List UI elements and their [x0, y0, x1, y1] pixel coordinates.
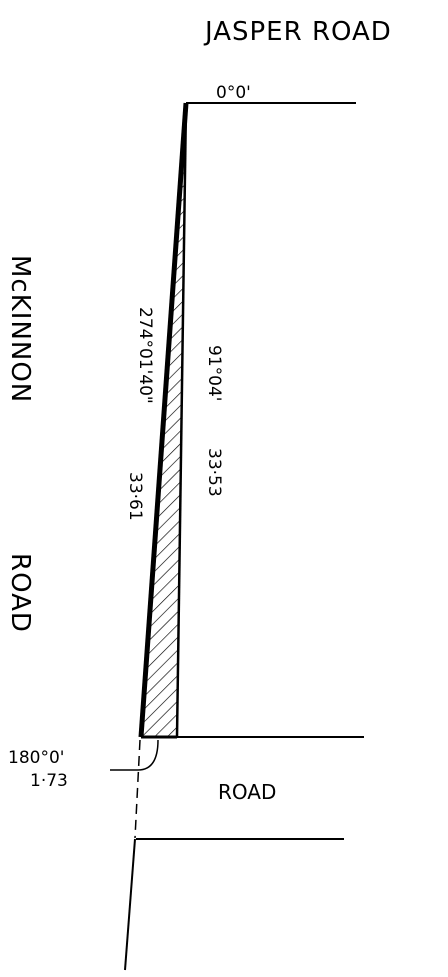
right-length-label: 33·53	[204, 448, 224, 497]
mckinnon-label: McKINNON	[5, 255, 35, 403]
top-bearing-label: 0°0'	[216, 83, 251, 103]
bottom-length-label: 1·73	[30, 771, 68, 791]
bottom-bearing-label: 180°0'	[8, 748, 64, 768]
left-length-label: 33·61	[125, 472, 145, 521]
right-boundary-line	[175, 102, 188, 738]
right-bearing-label: 91°04'	[204, 345, 224, 401]
left-boundary-line	[138, 102, 189, 738]
mckinnon-road-line-lower	[124, 838, 136, 971]
side-road-label: ROAD	[218, 780, 276, 804]
jasper-road-label: JASPER ROAD	[203, 17, 392, 47]
mckinnon-road-label: ROAD	[5, 553, 35, 633]
dashed-road-centerline	[134, 739, 141, 839]
bottom-leader-line	[110, 739, 159, 771]
left-bearing-label: 274°01'40"	[135, 307, 155, 404]
